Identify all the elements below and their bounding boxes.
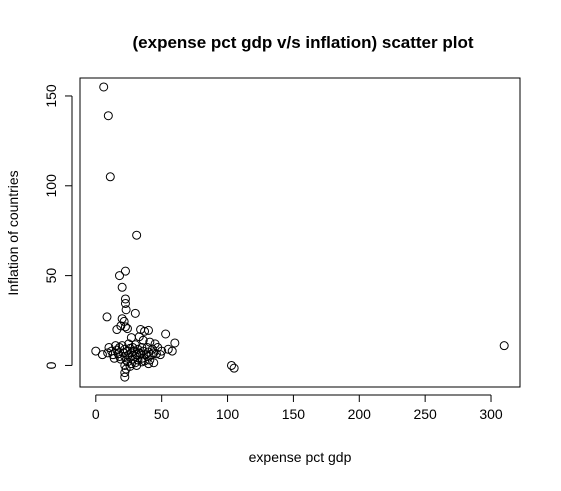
data-point xyxy=(121,323,129,331)
y-axis-label: Inflation of countries xyxy=(5,170,21,295)
x-tick-label: 300 xyxy=(479,406,503,422)
data-point xyxy=(118,283,126,291)
x-tick-label: 250 xyxy=(413,406,437,422)
y-axis: 0 50 100 150 xyxy=(43,84,72,369)
data-point xyxy=(123,325,131,333)
data-point xyxy=(162,330,170,338)
data-point xyxy=(100,83,108,91)
data-point xyxy=(103,313,111,321)
data-point xyxy=(500,342,508,350)
x-tick-label: 50 xyxy=(154,406,170,422)
y-tick-label: 150 xyxy=(43,84,59,108)
y-tick-label: 0 xyxy=(43,361,59,369)
x-tick-label: 100 xyxy=(216,406,240,422)
x-tick-label: 0 xyxy=(92,406,100,422)
x-tick-label: 200 xyxy=(348,406,372,422)
data-point xyxy=(98,351,106,359)
data-point xyxy=(171,339,179,347)
data-point xyxy=(104,112,112,120)
data-point xyxy=(116,272,124,280)
x-tick-label: 150 xyxy=(282,406,306,422)
data-points xyxy=(92,83,508,381)
y-tick-label: 100 xyxy=(43,174,59,198)
x-axis: 0 50 100 150 200 250 300 xyxy=(92,395,503,422)
data-point xyxy=(118,315,126,323)
x-axis-label: expense pct gdp xyxy=(249,449,352,465)
data-point xyxy=(133,231,141,239)
y-tick-label: 50 xyxy=(43,268,59,284)
chart-title: (expense pct gdp v/s inflation) scatter … xyxy=(133,33,474,52)
data-point xyxy=(131,309,139,317)
data-point xyxy=(106,173,114,181)
